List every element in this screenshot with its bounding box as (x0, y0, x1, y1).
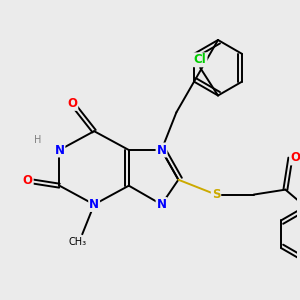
Text: O: O (23, 174, 33, 187)
Text: Cl: Cl (194, 53, 207, 66)
Text: O: O (67, 97, 77, 110)
Text: N: N (89, 198, 99, 211)
Text: H: H (34, 135, 41, 145)
Text: CH₃: CH₃ (68, 237, 86, 247)
Text: N: N (55, 143, 64, 157)
Text: S: S (212, 188, 220, 201)
Text: O: O (290, 152, 300, 164)
Text: N: N (157, 143, 166, 157)
Text: N: N (157, 198, 166, 211)
